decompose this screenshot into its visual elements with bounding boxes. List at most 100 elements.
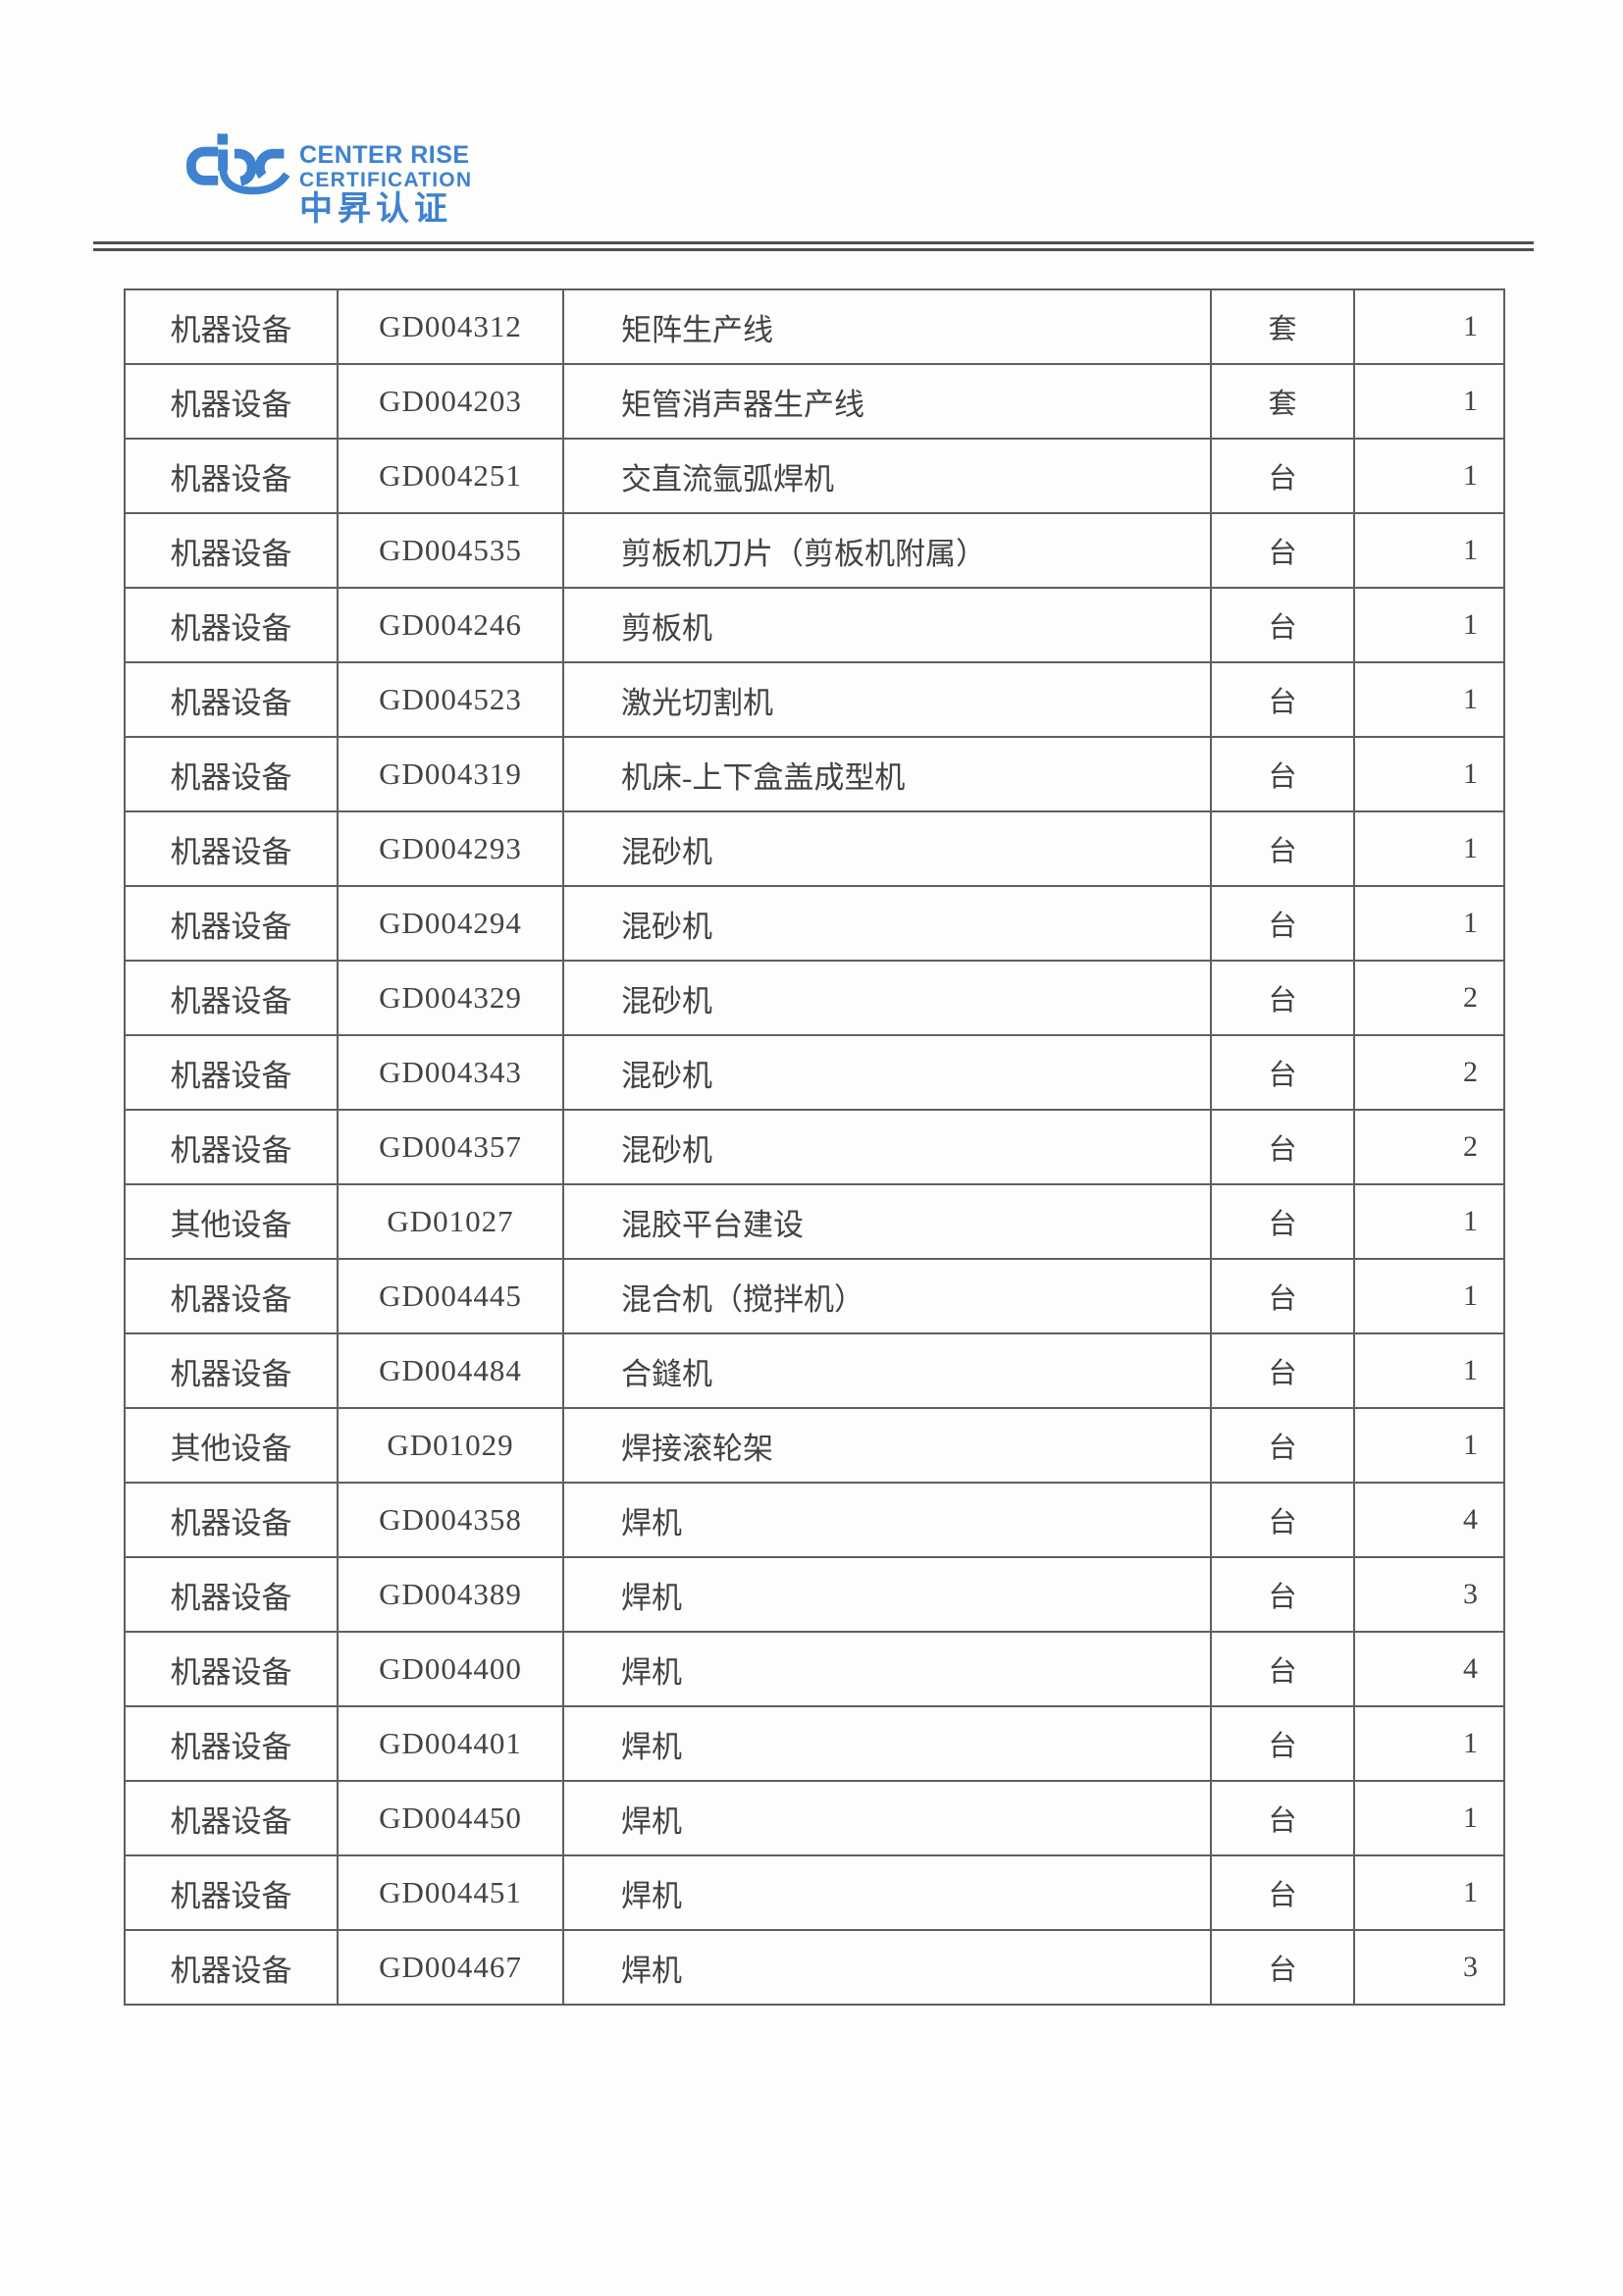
asset-code-cell: GD004451 [337, 1854, 564, 1931]
asset-code-cell: GD004319 [337, 736, 564, 812]
unit-cell: 台 [1210, 587, 1355, 663]
unit-cell: 台 [1210, 1258, 1355, 1334]
asset-code-cell: GD004523 [337, 661, 564, 738]
table-row: 机器设备 GD004450 焊机 台 1 [124, 1780, 1505, 1856]
category-cell: 机器设备 [124, 587, 339, 663]
quantity-cell: 1 [1353, 1258, 1505, 1334]
asset-code-cell: GD004401 [337, 1705, 564, 1782]
quantity-cell: 1 [1353, 810, 1505, 887]
table-row: 机器设备 GD004319 机床-上下盒盖成型机 台 1 [124, 736, 1505, 812]
unit-cell: 台 [1210, 1034, 1355, 1111]
asset-code-cell: GD004246 [337, 587, 564, 663]
quantity-cell: 1 [1353, 1407, 1505, 1484]
category-cell: 机器设备 [124, 1705, 339, 1782]
category-cell: 机器设备 [124, 1332, 339, 1409]
table-row: 机器设备 GD004451 焊机 台 1 [124, 1854, 1505, 1931]
table-row: 机器设备 GD004343 混砂机 台 2 [124, 1034, 1505, 1111]
quantity-cell: 2 [1353, 1034, 1505, 1111]
unit-cell: 台 [1210, 960, 1355, 1036]
table-row: 机器设备 GD004357 混砂机 台 2 [124, 1109, 1505, 1185]
table-row: 机器设备 GD004523 激光切割机 台 1 [124, 661, 1505, 738]
table-row: 机器设备 GD004294 混砂机 台 1 [124, 885, 1505, 962]
asset-code-cell: GD004389 [337, 1556, 564, 1633]
category-cell: 机器设备 [124, 512, 339, 589]
quantity-cell: 1 [1353, 885, 1505, 962]
quantity-cell: 1 [1353, 363, 1505, 440]
equipment-name-cell: 机床-上下盒盖成型机 [562, 736, 1212, 812]
equipment-name-cell: 混砂机 [562, 1034, 1212, 1111]
quantity-cell: 3 [1353, 1556, 1505, 1633]
table-row: 机器设备 GD004312 矩阵生产线 套 1 [124, 288, 1505, 365]
asset-code-cell: GD004445 [337, 1258, 564, 1334]
quantity-cell: 2 [1353, 960, 1505, 1036]
category-cell: 机器设备 [124, 810, 339, 887]
equipment-name-cell: 矩阵生产线 [562, 288, 1212, 365]
equipment-name-cell: 混砂机 [562, 885, 1212, 962]
table-row: 机器设备 GD004389 焊机 台 3 [124, 1556, 1505, 1633]
asset-code-cell: GD004329 [337, 960, 564, 1036]
unit-cell: 台 [1210, 736, 1355, 812]
category-cell: 机器设备 [124, 736, 339, 812]
quantity-cell: 1 [1353, 736, 1505, 812]
equipment-name-cell: 焊机 [562, 1929, 1212, 2006]
category-cell: 其他设备 [124, 1407, 339, 1484]
quantity-cell: 4 [1353, 1631, 1505, 1707]
unit-cell: 台 [1210, 1929, 1355, 2006]
quantity-cell: 1 [1353, 438, 1505, 514]
equipment-name-cell: 交直流氩弧焊机 [562, 438, 1212, 514]
table-row: 机器设备 GD004484 合鏠机 台 1 [124, 1332, 1505, 1409]
unit-cell: 台 [1210, 1780, 1355, 1856]
asset-code-cell: GD004400 [337, 1631, 564, 1707]
unit-cell: 套 [1210, 363, 1355, 440]
unit-cell: 台 [1210, 661, 1355, 738]
table-row: 其他设备 GD01029 焊接滚轮架 台 1 [124, 1407, 1505, 1484]
unit-cell: 台 [1210, 1854, 1355, 1931]
asset-code-cell: GD004343 [337, 1034, 564, 1111]
quantity-cell: 4 [1353, 1482, 1505, 1558]
equipment-name-cell: 激光切割机 [562, 661, 1212, 738]
equipment-name-cell: 焊机 [562, 1780, 1212, 1856]
category-cell: 机器设备 [124, 661, 339, 738]
asset-code-cell: GD004484 [337, 1332, 564, 1409]
category-cell: 机器设备 [124, 288, 339, 365]
category-cell: 机器设备 [124, 1482, 339, 1558]
asset-code-cell: GD004203 [337, 363, 564, 440]
table-row: 机器设备 GD004401 焊机 台 1 [124, 1705, 1505, 1782]
logo-text-block: CENTER RISE CERTIFICATION 中昇认证 [299, 143, 472, 227]
asset-code-cell: GD004450 [337, 1780, 564, 1856]
unit-cell: 台 [1210, 1332, 1355, 1409]
table-row: 机器设备 GD004467 焊机 台 3 [124, 1929, 1505, 2006]
header-divider [93, 241, 1534, 251]
equipment-name-cell: 焊机 [562, 1631, 1212, 1707]
logo-english-line1: CENTER RISE [299, 141, 470, 169]
unit-cell: 台 [1210, 1631, 1355, 1707]
equipment-name-cell: 混砂机 [562, 1109, 1212, 1185]
table-row: 机器设备 GD004246 剪板机 台 1 [124, 587, 1505, 663]
category-cell: 机器设备 [124, 1258, 339, 1334]
equipment-name-cell: 剪板机刀片（剪板机附属） [562, 512, 1212, 589]
table-row: 机器设备 GD004329 混砂机 台 2 [124, 960, 1505, 1036]
equipment-table: 机器设备 GD004312 矩阵生产线 套 1 机器设备 GD004203 矩管… [124, 288, 1505, 2006]
equipment-name-cell: 矩管消声器生产线 [562, 363, 1212, 440]
table-row: 其他设备 GD01027 混胶平台建设 台 1 [124, 1183, 1505, 1260]
unit-cell: 台 [1210, 512, 1355, 589]
category-cell: 机器设备 [124, 885, 339, 962]
crc-logo: CENTER RISE CERTIFICATION 中昇认证 [180, 130, 472, 227]
quantity-cell: 1 [1353, 1332, 1505, 1409]
quantity-cell: 1 [1353, 1780, 1505, 1856]
quantity-cell: 2 [1353, 1109, 1505, 1185]
asset-code-cell: GD004357 [337, 1109, 564, 1185]
asset-code-cell: GD004312 [337, 288, 564, 365]
equipment-name-cell: 混砂机 [562, 810, 1212, 887]
table-row: 机器设备 GD004535 剪板机刀片（剪板机附属） 台 1 [124, 512, 1505, 589]
asset-code-cell: GD004293 [337, 810, 564, 887]
category-cell: 机器设备 [124, 438, 339, 514]
table-row: 机器设备 GD004293 混砂机 台 1 [124, 810, 1505, 887]
unit-cell: 台 [1210, 810, 1355, 887]
quantity-cell: 1 [1353, 1854, 1505, 1931]
equipment-table-body: 机器设备 GD004312 矩阵生产线 套 1 机器设备 GD004203 矩管… [124, 288, 1505, 2006]
divider-line-top [93, 241, 1534, 244]
equipment-name-cell: 焊机 [562, 1705, 1212, 1782]
category-cell: 机器设备 [124, 1034, 339, 1111]
